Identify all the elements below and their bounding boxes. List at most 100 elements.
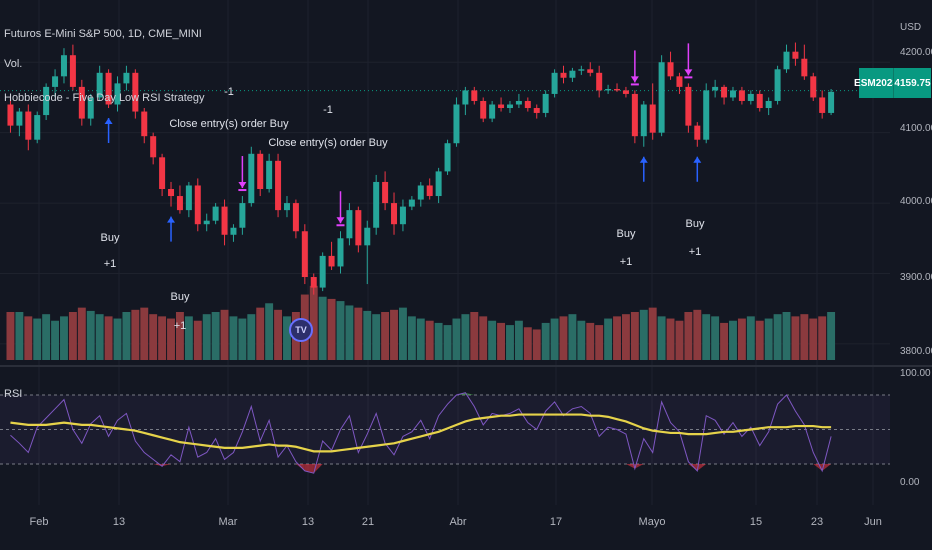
candle-body (364, 227, 371, 246)
volume-bar (613, 316, 621, 360)
candle-body (168, 189, 175, 197)
volume-bar (737, 318, 746, 360)
candle-body (667, 62, 674, 77)
price-tick: 4200.00 (900, 47, 932, 58)
candle-body (203, 220, 210, 225)
volume-bar (398, 307, 407, 360)
close-arrow (630, 50, 639, 83)
price-tick: 4000.00 (900, 196, 932, 207)
candle-body (408, 199, 415, 207)
candle-body (52, 76, 59, 87)
volume-bar (33, 318, 42, 360)
candle-body (489, 104, 496, 119)
volume-bar (523, 327, 532, 360)
strategy-signals (104, 43, 702, 242)
volume-bar (256, 307, 265, 360)
strategy-label[interactable]: Hobbiecode - Five Day Low RSI Strategy (4, 92, 205, 104)
candle-body (596, 72, 603, 91)
volume-bar (68, 312, 77, 360)
rsi-label[interactable]: RSI (4, 388, 23, 400)
candle-body (301, 231, 308, 278)
candle-body (533, 108, 540, 113)
candle-body (96, 72, 103, 98)
candle-body (87, 97, 94, 119)
candle-body (248, 153, 255, 204)
volume-bar (639, 309, 648, 360)
rsi-pane (0, 392, 890, 474)
volume-bar (827, 312, 836, 360)
volume-bar (283, 316, 291, 360)
volume-indicator-label[interactable]: Vol. (4, 58, 23, 70)
buy-label: Buy (100, 232, 120, 244)
volume-bar (443, 325, 452, 360)
candle-body (239, 203, 246, 228)
price-tick: 3800.00 (900, 346, 932, 357)
volume-bar (193, 320, 202, 360)
candle-body (257, 153, 264, 189)
rsi-oversold-fill (634, 464, 644, 469)
volume-bar (586, 322, 595, 360)
candle-body (123, 72, 130, 84)
time-tick: Jun (864, 516, 882, 528)
volume-bar (229, 316, 238, 360)
volume-bar (274, 309, 283, 360)
candle-body (578, 69, 585, 71)
volume-bar (390, 309, 398, 360)
candle-body (7, 104, 14, 126)
buy-qty: +1 (619, 256, 633, 268)
volume-bar (95, 314, 104, 360)
candle-body (774, 69, 781, 101)
candle-body (622, 90, 629, 94)
candle-body (631, 93, 638, 137)
symbol-title[interactable]: Futuros E-Mini S&P 500, 1D, CME_MINI (4, 28, 202, 40)
candle-body (738, 90, 745, 101)
volume-bar (506, 325, 514, 360)
volume-bar (666, 318, 675, 360)
volume-bar (675, 320, 684, 360)
price-tick: 4100.00 (900, 123, 932, 134)
volume-bar (604, 318, 613, 360)
rsi-tick: 100.00 (900, 368, 931, 379)
candle-body (506, 104, 513, 109)
volume-bar (684, 312, 693, 360)
volume-bar (559, 316, 568, 360)
volume-bar (345, 305, 354, 360)
volume-bar (104, 316, 113, 360)
candle-body (810, 76, 817, 98)
rsi-tick: 0.00 (900, 477, 920, 488)
price-candles (7, 42, 835, 295)
volume-bar (140, 307, 149, 360)
volume-bar (60, 316, 68, 360)
candle-body (560, 72, 567, 78)
volume-bar (318, 296, 327, 360)
candle-body (417, 185, 424, 200)
volume-bar (702, 314, 711, 360)
volume-bar (6, 312, 15, 360)
volume-bar (175, 312, 184, 360)
rsi-overbought-fill (465, 392, 475, 395)
volume-bar (479, 316, 488, 360)
volume-bar (568, 314, 577, 360)
candle-body (399, 206, 406, 225)
candle-body (721, 86, 728, 98)
candle-body (105, 72, 112, 105)
volume-bar (407, 316, 416, 360)
volume-bar (122, 312, 131, 360)
buy-qty: +1 (688, 246, 702, 258)
pane-divider[interactable] (0, 365, 932, 367)
candle-body (355, 210, 362, 246)
volume-bar (15, 312, 24, 360)
time-tick: 23 (810, 516, 824, 528)
volume-bar (113, 318, 122, 360)
volume-bar (621, 314, 630, 360)
volume-bar (363, 310, 372, 360)
time-tick: Mayo (638, 516, 666, 528)
candle-body (16, 111, 23, 126)
tradingview-logo[interactable]: TV (289, 318, 313, 342)
volume-bar (434, 322, 443, 360)
volume-bar (131, 309, 140, 360)
buy-arrow (639, 156, 648, 182)
volume-bar (764, 318, 773, 360)
symbol-badge: ESM2023 (854, 68, 898, 98)
